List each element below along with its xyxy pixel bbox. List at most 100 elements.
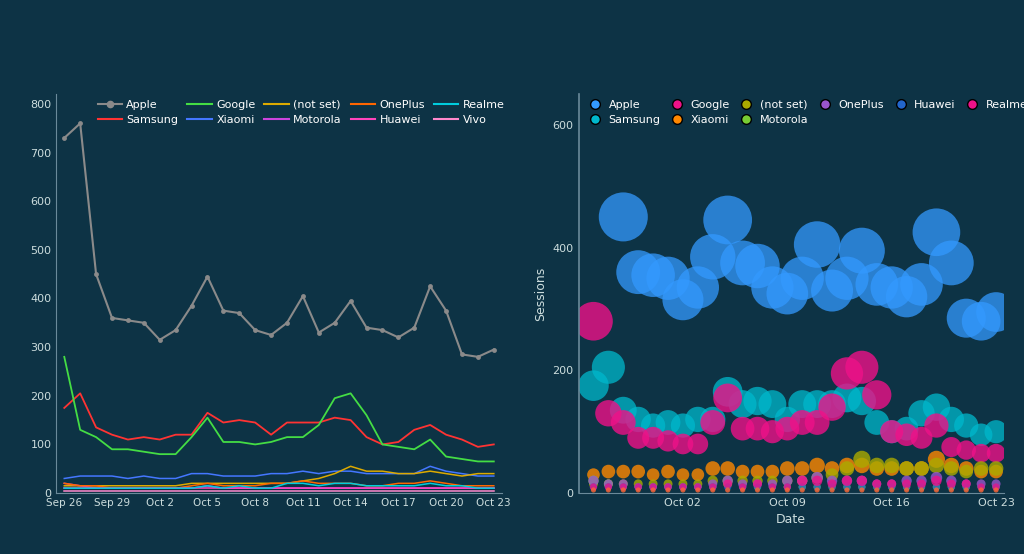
Point bbox=[689, 470, 706, 479]
Point bbox=[615, 213, 632, 222]
Point bbox=[764, 283, 780, 292]
Point bbox=[630, 483, 646, 491]
Point bbox=[839, 476, 855, 485]
Point bbox=[734, 483, 751, 491]
Point bbox=[705, 253, 721, 261]
Point bbox=[898, 485, 914, 494]
Point bbox=[764, 399, 780, 408]
Point bbox=[600, 479, 616, 488]
Point bbox=[973, 483, 989, 491]
Point bbox=[659, 479, 676, 488]
Point bbox=[884, 483, 900, 491]
Point bbox=[988, 307, 1005, 316]
Point bbox=[973, 449, 989, 458]
Point bbox=[943, 464, 959, 473]
Point bbox=[884, 427, 900, 436]
Point bbox=[958, 445, 975, 454]
Point bbox=[988, 464, 1005, 473]
Point bbox=[675, 483, 691, 491]
Point bbox=[764, 485, 780, 494]
Point bbox=[794, 483, 810, 491]
Point bbox=[824, 286, 841, 295]
Point bbox=[809, 483, 825, 491]
Point bbox=[689, 439, 706, 448]
Point bbox=[824, 485, 841, 494]
Point bbox=[764, 427, 780, 436]
Point bbox=[958, 483, 975, 491]
Point bbox=[750, 467, 766, 476]
Point bbox=[988, 479, 1005, 488]
Point bbox=[884, 483, 900, 491]
Point bbox=[779, 415, 796, 424]
Point bbox=[913, 280, 930, 289]
Point bbox=[630, 479, 646, 488]
Point bbox=[928, 485, 944, 494]
Point bbox=[794, 476, 810, 485]
Point bbox=[779, 485, 796, 494]
Point bbox=[868, 483, 885, 491]
Point bbox=[705, 483, 721, 491]
Point bbox=[988, 427, 1005, 436]
Point bbox=[868, 479, 885, 488]
Point bbox=[645, 271, 662, 280]
Point bbox=[734, 467, 751, 476]
Point bbox=[928, 473, 944, 482]
Point bbox=[600, 479, 616, 488]
Point bbox=[973, 467, 989, 476]
Point bbox=[988, 483, 1005, 491]
Point bbox=[898, 479, 914, 488]
Point bbox=[600, 22, 616, 31]
Point bbox=[675, 295, 691, 304]
Point bbox=[764, 483, 780, 491]
Point bbox=[750, 479, 766, 488]
Point bbox=[794, 485, 810, 494]
Point bbox=[645, 485, 662, 494]
Point bbox=[794, 274, 810, 283]
Point bbox=[943, 443, 959, 452]
Point bbox=[988, 467, 1005, 476]
Point bbox=[659, 483, 676, 491]
Point bbox=[928, 476, 944, 485]
Point bbox=[615, 485, 632, 494]
Point bbox=[675, 421, 691, 430]
Point bbox=[839, 483, 855, 491]
Point bbox=[943, 461, 959, 470]
Point bbox=[586, 476, 602, 485]
Legend: Apple, Samsung, Google, Xiaomi, (not set), Motorola, OnePlus, Huawei, Realme, Vi: Apple, Samsung, Google, Xiaomi, (not set… bbox=[97, 100, 505, 125]
Point bbox=[839, 393, 855, 402]
Point bbox=[615, 483, 632, 491]
Point bbox=[868, 485, 885, 494]
Point bbox=[764, 479, 780, 488]
Point bbox=[839, 485, 855, 494]
Point bbox=[600, 363, 616, 372]
Point bbox=[720, 393, 736, 402]
Point bbox=[988, 449, 1005, 458]
Point bbox=[839, 274, 855, 283]
Point bbox=[586, 485, 602, 494]
Point bbox=[928, 483, 944, 491]
Point bbox=[615, 418, 632, 427]
Point bbox=[586, 483, 602, 491]
Point bbox=[764, 483, 780, 491]
Point bbox=[958, 479, 975, 488]
Point bbox=[779, 483, 796, 491]
Point bbox=[750, 479, 766, 488]
Point bbox=[898, 430, 914, 439]
Point bbox=[868, 461, 885, 470]
Point bbox=[973, 483, 989, 491]
Point bbox=[913, 476, 930, 485]
Point bbox=[794, 418, 810, 427]
Point bbox=[600, 485, 616, 494]
Point bbox=[750, 424, 766, 433]
Point bbox=[854, 483, 870, 491]
Point bbox=[764, 483, 780, 491]
Point bbox=[630, 433, 646, 442]
Point bbox=[854, 455, 870, 464]
Point bbox=[898, 476, 914, 485]
Point bbox=[943, 259, 959, 268]
Point bbox=[809, 418, 825, 427]
Point bbox=[779, 476, 796, 485]
Point bbox=[794, 483, 810, 491]
Point bbox=[720, 485, 736, 494]
Point bbox=[630, 483, 646, 491]
